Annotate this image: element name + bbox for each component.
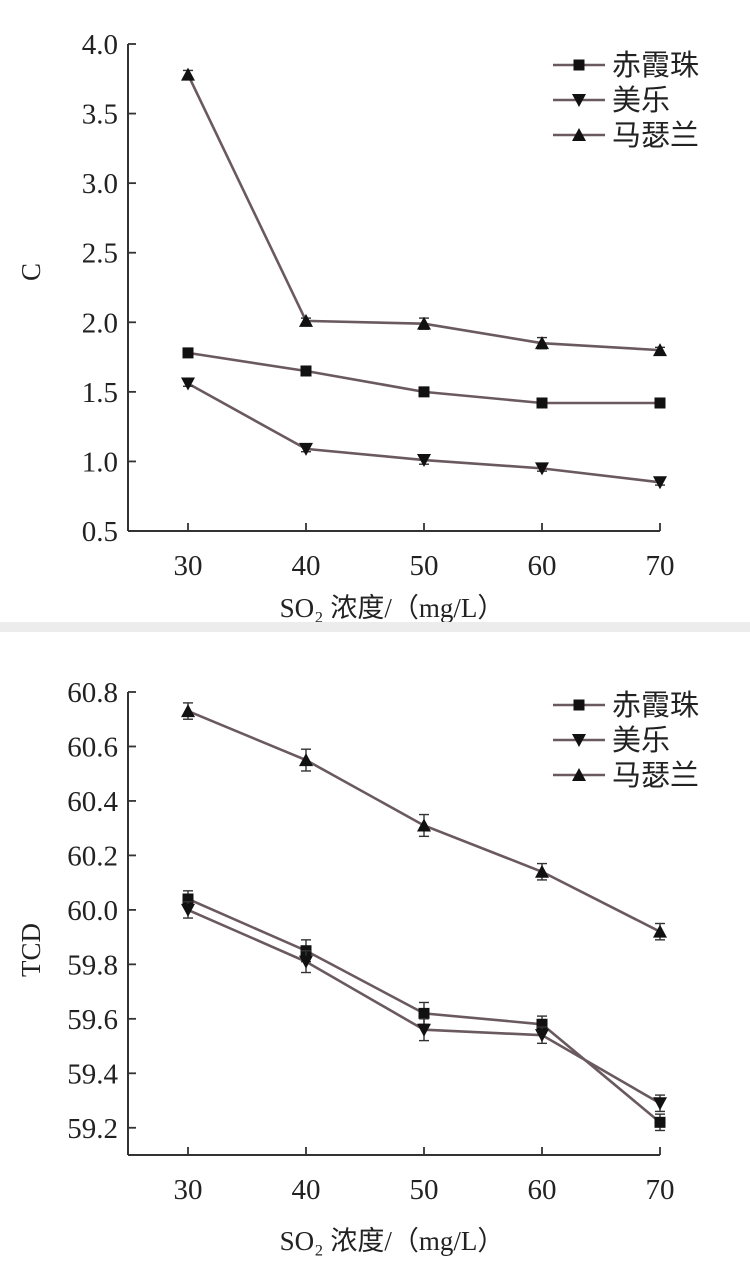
x-tick-label: 50	[410, 550, 439, 582]
y-axis-title: TCD	[16, 923, 46, 977]
y-tick-label: 2.5	[82, 238, 118, 270]
y-tick-label: 60.4	[67, 786, 118, 818]
x-axis-title: SO₂ 浓度/（mg/L）	[280, 1226, 505, 1256]
legend-box	[375, 664, 463, 782]
legend-label: 马瑟兰	[612, 759, 699, 792]
series-line-2	[186, 74, 661, 352]
data-point-2	[417, 316, 431, 330]
data-point-2	[417, 818, 431, 832]
legend-marker	[573, 59, 585, 71]
data-point-2	[181, 67, 195, 81]
x-tick-label: 30	[174, 1174, 203, 1206]
y-tick-label: 3.5	[82, 99, 118, 131]
y-axis-title: C	[16, 263, 46, 281]
y-tick-label: 59.4	[67, 1058, 118, 1090]
data-point-0	[536, 397, 548, 409]
data-point-1	[299, 955, 313, 969]
y-tick-label: 60.2	[67, 840, 118, 872]
x-tick-label: 70	[646, 550, 675, 582]
x-tick-label: 50	[410, 1174, 439, 1206]
data-point-0	[536, 1018, 548, 1030]
legend-label: 马瑟兰	[612, 119, 699, 152]
data-point-0	[654, 1116, 666, 1128]
data-point-0	[300, 365, 312, 377]
data-point-1	[535, 462, 549, 476]
y-tick-label: 59.6	[67, 1004, 118, 1036]
data-point-2	[653, 343, 667, 357]
data-point-2	[535, 864, 549, 878]
legend-marker	[573, 699, 585, 711]
x-tick-label: 60	[528, 550, 557, 582]
x-axis-title: SO₂ 浓度/（mg/L）	[280, 593, 505, 622]
data-point-1	[181, 377, 195, 391]
data-point-2	[653, 924, 667, 938]
data-point-0	[654, 397, 666, 409]
legend-marker	[572, 768, 586, 781]
data-point-0	[418, 386, 430, 398]
data-point-2	[181, 704, 195, 718]
x-tick-label: 40	[292, 1174, 321, 1206]
legend-box	[474, 50, 586, 175]
legend-marker	[572, 94, 586, 107]
y-tick-label: 1.0	[82, 446, 118, 478]
legend-marker	[572, 128, 586, 141]
y-tick-label: 60.6	[67, 731, 118, 763]
y-tick-label: 59.2	[67, 1113, 118, 1145]
data-point-1	[417, 1023, 431, 1037]
data-point-2	[299, 313, 313, 327]
legend-label: 赤霞珠	[612, 689, 699, 722]
legend-label: 美乐	[612, 724, 670, 757]
data-point-1	[653, 1097, 667, 1111]
chart-c-svg: 0.5 1.0 1.5 2.0 2.5 3.0 3.5 4.0 30 40 50 60 70 赤霞珠美乐…	[16, 29, 699, 622]
chart-panel-tcd: 59.2 59.4 59.6 59.8 60.0 60.2 60.4 60.6 60.8 30 40…	[0, 632, 750, 1265]
x-tick-label: 40	[292, 550, 321, 582]
x-tick-label: 30	[174, 550, 203, 582]
y-tick-label: 2.0	[82, 307, 118, 339]
data-point-1	[299, 442, 313, 456]
data-point-0	[418, 1007, 430, 1019]
legend-label: 赤霞珠	[612, 49, 699, 82]
legend-label: 美乐	[612, 84, 670, 117]
y-tick-label: 4.0	[82, 29, 118, 61]
data-point-1	[535, 1029, 549, 1043]
y-tick-label: 1.5	[82, 377, 118, 409]
x-tick-label: 60	[528, 1174, 557, 1206]
x-tick-label: 70	[646, 1174, 675, 1206]
y-tick-label: 3.0	[82, 168, 118, 200]
y-tick-label: 0.5	[82, 516, 118, 548]
y-tick-label: 60.8	[67, 677, 118, 709]
data-point-2	[535, 336, 549, 350]
data-point-0	[182, 893, 194, 905]
chart-tcd-svg: 59.2 59.4 59.6 59.8 60.0 60.2 60.4 60.6 60.8 30 40…	[16, 664, 699, 1256]
data-point-0	[182, 347, 194, 359]
chart-panel-c: 0.5 1.0 1.5 2.0 2.5 3.0 3.5 4.0 30 40 50 60 70 赤霞珠 美乐…	[0, 0, 750, 622]
series-line-1	[187, 382, 661, 484]
y-tick-label: 59.8	[67, 949, 118, 981]
y-tick-label: 60.0	[67, 895, 118, 927]
legend-marker	[572, 734, 586, 747]
data-point-1	[653, 476, 667, 490]
data-point-1	[181, 903, 195, 917]
data-point-1	[417, 454, 431, 468]
data-point-2	[299, 753, 313, 767]
